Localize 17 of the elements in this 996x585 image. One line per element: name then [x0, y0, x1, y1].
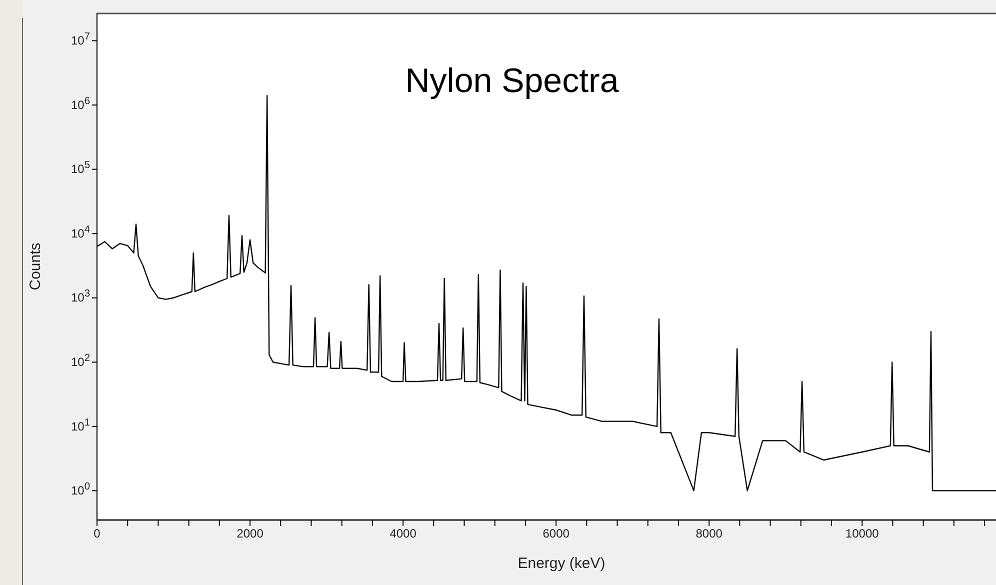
- y-tick-label: 10$^{5}$: [70, 160, 90, 176]
- y-tick-label: 10$^{0}$: [70, 481, 90, 498]
- y-tick-label: 10$^{4}$: [70, 224, 90, 240]
- y-tick-label: 10$^{1}$: [70, 416, 90, 434]
- x-tick-label: 10000: [845, 526, 880, 541]
- x-tick-label: 0: [94, 526, 101, 541]
- y-tick-label: 10$^{6}$: [70, 95, 90, 112]
- x-tick-label: 8000: [696, 526, 723, 541]
- x-tick-label: 4000: [390, 526, 417, 541]
- text: Nylon Spectra: [405, 62, 619, 100]
- x-tick-label: 6000: [542, 526, 570, 541]
- x-axis-title: Energy (keV): [518, 555, 606, 572]
- x-tick-label: 2000: [236, 526, 264, 541]
- y-tick-label: 10$^{2}$: [70, 352, 90, 369]
- y-axis-title: Counts: [27, 242, 44, 290]
- y-tick-label: 10$^{3}$: [70, 288, 90, 305]
- y-tick-label: 10$^{7}$: [70, 31, 90, 48]
